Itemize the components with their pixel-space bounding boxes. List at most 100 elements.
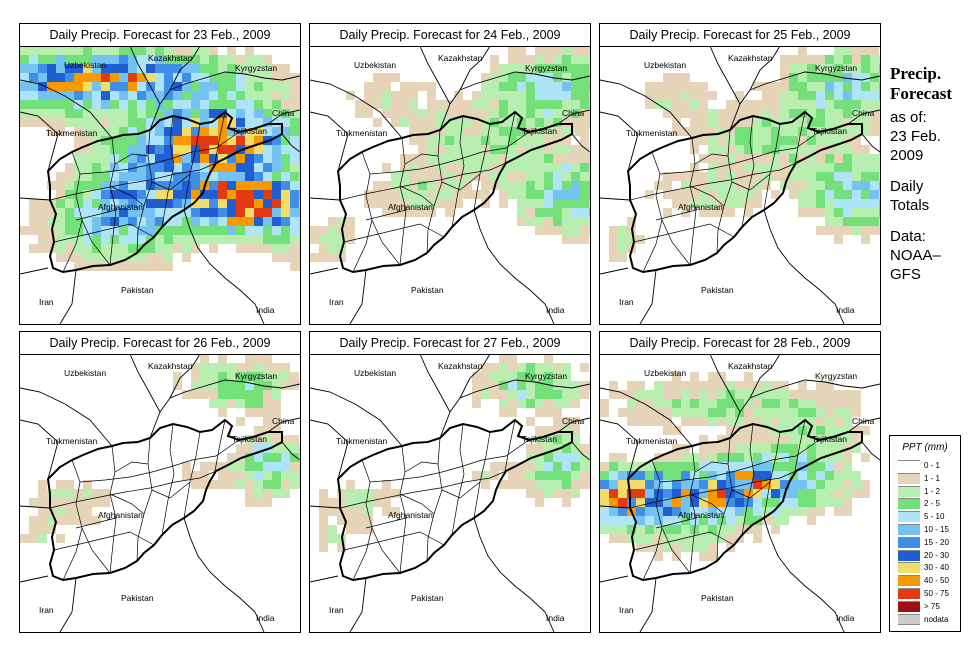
precip-cell: [744, 181, 753, 190]
precip-cell: [807, 190, 816, 199]
precip-cell: [20, 109, 29, 118]
precip-cell: [672, 444, 681, 453]
precip-cell: [364, 489, 373, 498]
country-border: [149, 379, 300, 439]
precip-cell: [870, 226, 879, 235]
precip-cell: [209, 390, 218, 399]
precip-cell: [382, 190, 391, 199]
precip-cell: [789, 453, 798, 462]
precip-cell: [290, 480, 299, 489]
precip-cell: [38, 109, 47, 118]
precip-cell: [209, 172, 218, 181]
precip-cell: [735, 462, 744, 471]
precip-cell: [83, 489, 92, 498]
precip-cell: [663, 525, 672, 534]
precip-cell: [571, 163, 580, 172]
precip-cell: [83, 208, 92, 217]
precip-cell: [281, 235, 290, 244]
precip-cell: [173, 381, 182, 390]
label-pakistan: Pakistan: [701, 593, 734, 603]
precip-cell: [119, 46, 128, 55]
label-pakistan: Pakistan: [411, 593, 444, 603]
precip-cell: [254, 498, 263, 507]
precip-cell: [636, 516, 645, 525]
precip-cell: [164, 136, 173, 145]
precip-cell: [20, 55, 29, 64]
precip-cell: [128, 136, 137, 145]
precip-cell: [879, 208, 880, 217]
precip-cell: [119, 64, 128, 73]
precip-cell: [834, 163, 843, 172]
precip-cell: [272, 235, 281, 244]
precip-cell: [798, 507, 807, 516]
precip-cell: [146, 109, 155, 118]
precip-cell: [508, 471, 517, 480]
precip-cell: [789, 73, 798, 82]
afghanistan-border: [336, 110, 573, 274]
precip-cell: [699, 127, 708, 136]
precip-cell: [825, 145, 834, 154]
precip-cell: [472, 145, 481, 154]
precip-cell: [744, 372, 753, 381]
precip-cell: [38, 118, 47, 127]
precip-cell: [218, 363, 227, 372]
precip-cell: [490, 55, 499, 64]
precip-cell: [618, 408, 627, 417]
precip-cell: [717, 109, 726, 118]
precip-cell: [843, 462, 852, 471]
precip-cell: [227, 190, 236, 199]
precip-cell: [310, 235, 319, 244]
precip-cell: [463, 100, 472, 109]
precip-cell: [191, 480, 200, 489]
precip-cell: [627, 489, 636, 498]
precip-cell: [272, 226, 281, 235]
precip-cell: [38, 217, 47, 226]
precip-cell: [636, 381, 645, 390]
precip-cell: [517, 462, 526, 471]
precip-cell: [155, 127, 164, 136]
precip-cell: [861, 226, 870, 235]
precip-cell: [735, 91, 744, 100]
precip-cell: [816, 82, 825, 91]
precip-cell: [445, 163, 454, 172]
precip-cell: [789, 64, 798, 73]
country-border: [749, 353, 781, 399]
precip-cell: [690, 489, 699, 498]
precip-cell: [690, 100, 699, 109]
precip-cell: [209, 82, 218, 91]
precip-cell: [834, 444, 843, 453]
precip-cell: [29, 118, 38, 127]
precip-cell: [236, 199, 245, 208]
precip-cell: [263, 235, 272, 244]
precip-cell: [562, 426, 571, 435]
precip-cell: [481, 163, 490, 172]
precip-cell: [699, 480, 708, 489]
precip-cell: [798, 390, 807, 399]
precip-cell: [263, 145, 272, 154]
precip-cell: [409, 118, 418, 127]
country-border: [459, 353, 491, 399]
precip-cell: [65, 82, 74, 91]
precip-cell: [807, 208, 816, 217]
precip-cell: [526, 136, 535, 145]
precip-cell: [173, 64, 182, 73]
precip-cell: [101, 100, 110, 109]
precip-cell: [146, 217, 155, 226]
precip-cell: [346, 226, 355, 235]
precip-cell: [870, 190, 879, 199]
precip-cell: [310, 253, 319, 262]
precip-cell: [580, 226, 589, 235]
precip-cell: [290, 190, 299, 199]
precip-cell: [263, 435, 272, 444]
province-border: [794, 111, 806, 164]
precip-cell: [83, 244, 92, 253]
precip-cell: [155, 145, 164, 154]
precip-cell: [589, 172, 590, 181]
precip-cell: [290, 372, 299, 381]
precip-cell: [663, 516, 672, 525]
precip-cell: [272, 82, 281, 91]
precip-cell: [870, 91, 879, 100]
precip-cell: [789, 390, 798, 399]
precip-cell: [744, 172, 753, 181]
country-border: [419, 45, 451, 105]
